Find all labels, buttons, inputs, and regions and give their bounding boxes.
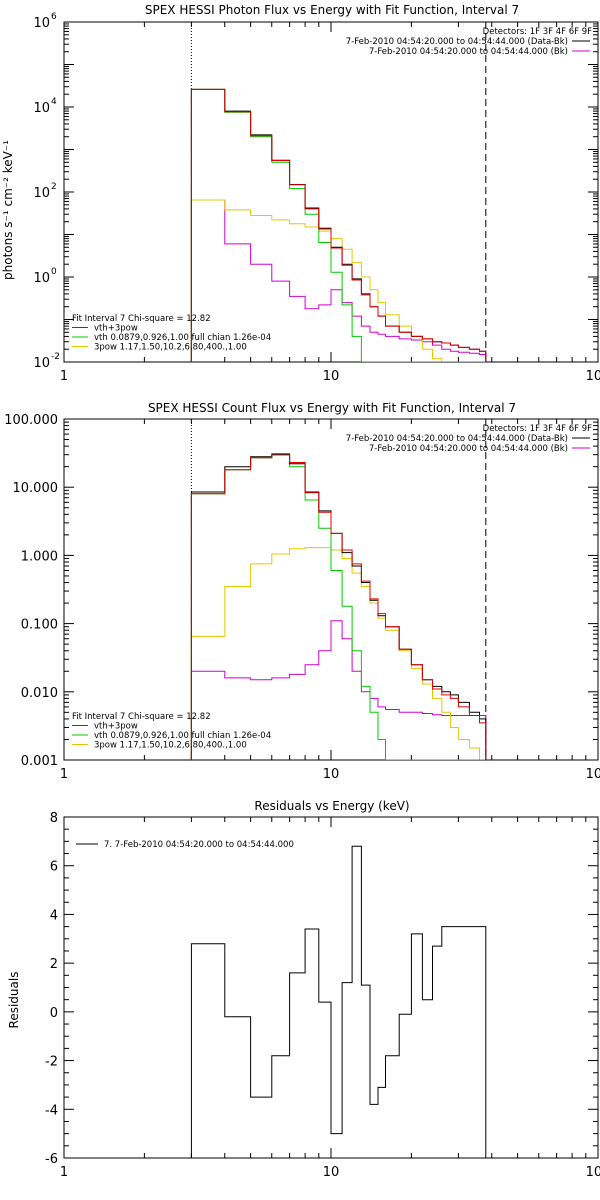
count-flux-panel: SPEX HESSI Count Flux vs Energy with Fit… [4, 401, 600, 782]
y-tick-label: 6 [50, 860, 58, 875]
series-line-vth [190, 88, 486, 362]
legend-text: 7-Feb-2010 04:54:20.000 to 04:54:44.000 … [346, 37, 568, 47]
y-tick-label: 4 [50, 908, 58, 923]
x-tick-label: 100 [586, 767, 600, 782]
y-tick-label: 0.100 [21, 618, 58, 633]
legend-text: Detectors: 1F 3F 4F 6F 9F [483, 424, 592, 434]
series-line-3pow [190, 547, 486, 760]
series-line-bk [190, 199, 487, 362]
legend-text: vth 0.0879,0.926,1.00 full chian 1.26e-0… [94, 333, 271, 343]
y-tick-label: -6 [45, 1152, 58, 1167]
x-tick-label: 100 [586, 369, 600, 384]
legend-text: vth+3pow [94, 324, 138, 334]
photon-y-axis-label: photons s⁻¹ cm⁻² keV⁻¹ [1, 140, 15, 280]
legend-text: 7-Feb-2010 04:54:20.000 to 04:54:44.000 … [369, 444, 568, 454]
legend-text: 7-Feb-2010 04:54:20.000 to 04:54:44.000 … [369, 47, 568, 57]
y-tick-exponent: -2 [51, 352, 60, 362]
y-tick-label: -4 [45, 1103, 58, 1118]
legend-text: 3pow 1.17,1.50,10.2,6.80,400.,1.00 [94, 741, 247, 751]
y-tick-label: 100.000 [4, 413, 58, 428]
residuals-chart-title: Residuals vs Energy (keV) [254, 799, 409, 813]
series-line-bk [190, 620, 487, 760]
residuals-y-axis-label: Residuals [7, 972, 21, 1029]
photon-flux-panel: SPEX HESSI Photon Flux vs Energy with Fi… [1, 3, 600, 384]
y-tick-exponent: 0 [51, 267, 57, 277]
legend-text: Detectors: 1F 3F 4F 6F 9F [483, 27, 592, 37]
y-tick-exponent: 2 [51, 182, 57, 192]
count-chart-title: SPEX HESSI Count Flux vs Energy with Fit… [148, 401, 516, 415]
y-tick-label: 1.000 [21, 549, 58, 564]
y-tick-label: 10.000 [13, 481, 59, 496]
series-line-3pow [190, 199, 486, 362]
legend-text: 7. 7-Feb-2010 04:54:20.000 to 04:54:44.0… [104, 840, 294, 850]
x-tick-label: 100 [586, 1165, 600, 1180]
x-tick-label: 1 [60, 1165, 68, 1180]
legend-text: vth+3pow [94, 722, 138, 732]
photon-chart-title: SPEX HESSI Photon Flux vs Energy with Fi… [145, 3, 519, 17]
x-tick-label: 10 [323, 767, 340, 782]
x-tick-label: 10 [323, 1165, 340, 1180]
legend-text: Fit Interval 7 Chi-square = 12.82 [72, 314, 211, 324]
y-tick-label: 10 [33, 16, 50, 31]
legend-text: 3pow 1.17,1.50,10.2,6.80,400.,1.00 [94, 343, 247, 353]
series-line-vth-3pow [190, 453, 487, 760]
legend-text: Fit Interval 7 Chi-square = 12.82 [72, 712, 211, 722]
y-tick-exponent: 4 [51, 97, 57, 107]
y-tick-exponent: 6 [51, 12, 57, 22]
y-tick-label: 0.010 [21, 686, 58, 701]
residuals-panel: Residuals vs Energy (keV) Residuals 1 10 1… [7, 799, 600, 1180]
y-tick-label: 0 [50, 1006, 58, 1021]
y-tick-label: 0.001 [21, 754, 58, 769]
series-line-residuals [190, 845, 487, 1158]
x-tick-label: 1 [60, 767, 68, 782]
y-tick-label: -2 [45, 1055, 58, 1070]
series-line-data-bk [190, 454, 487, 760]
y-tick-label: 10 [33, 356, 50, 371]
legend-text: 7-Feb-2010 04:54:20.000 to 04:54:44.000 … [346, 434, 568, 444]
y-tick-label: 10 [33, 186, 50, 201]
x-tick-label: 1 [60, 369, 68, 384]
y-tick-label: 10 [33, 271, 50, 286]
y-tick-label: 10 [33, 101, 50, 116]
legend-text: vth 0.0879,0.926,1.00 full chian 1.26e-0… [94, 731, 271, 741]
y-tick-label: 2 [50, 957, 58, 972]
y-tick-label: 8 [50, 811, 58, 826]
x-tick-label: 10 [323, 369, 340, 384]
series-line-vth-3pow [190, 88, 487, 362]
